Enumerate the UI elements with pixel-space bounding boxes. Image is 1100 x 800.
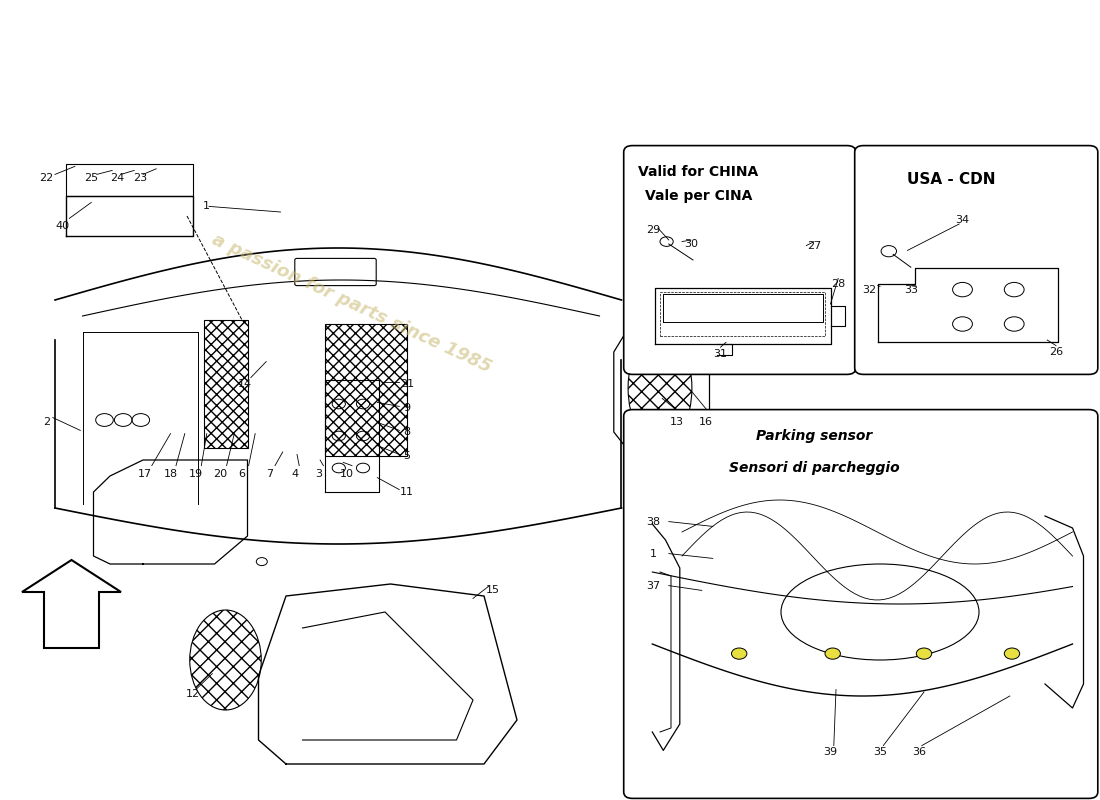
Text: 39: 39: [824, 747, 837, 757]
Polygon shape: [22, 560, 121, 648]
FancyBboxPatch shape: [855, 146, 1098, 374]
Text: 5: 5: [404, 451, 410, 461]
Text: 8: 8: [404, 427, 410, 437]
Text: Vale per CINA: Vale per CINA: [645, 189, 752, 203]
Text: 32: 32: [862, 285, 876, 294]
FancyBboxPatch shape: [624, 146, 856, 374]
Text: 4: 4: [292, 469, 298, 478]
Text: 19: 19: [189, 469, 202, 478]
Text: Parking sensor: Parking sensor: [756, 429, 872, 443]
Text: 18: 18: [164, 469, 177, 478]
Text: 11: 11: [400, 487, 414, 497]
Text: 29: 29: [647, 226, 660, 235]
Text: 17: 17: [139, 469, 152, 478]
Circle shape: [1004, 648, 1020, 659]
Text: 6: 6: [239, 469, 245, 478]
Text: 28: 28: [832, 279, 845, 289]
FancyBboxPatch shape: [624, 410, 1098, 798]
FancyBboxPatch shape: [295, 258, 376, 286]
Text: 36: 36: [913, 747, 926, 757]
Text: 30: 30: [684, 239, 697, 249]
Circle shape: [825, 648, 840, 659]
Text: 25: 25: [85, 173, 98, 182]
Text: 13: 13: [670, 418, 683, 427]
Text: 27: 27: [807, 242, 821, 251]
Text: 20: 20: [213, 469, 227, 478]
Text: 40: 40: [56, 221, 69, 230]
Text: 35: 35: [873, 747, 887, 757]
Text: 7: 7: [266, 469, 273, 478]
Text: 16: 16: [700, 418, 713, 427]
Text: USA - CDN: USA - CDN: [908, 173, 996, 187]
Text: 12: 12: [186, 690, 199, 699]
Text: 10: 10: [340, 469, 353, 478]
Text: 23: 23: [133, 173, 146, 182]
Circle shape: [916, 648, 932, 659]
Text: 9: 9: [404, 403, 410, 413]
Text: 1: 1: [204, 202, 210, 211]
Text: 31: 31: [714, 349, 727, 358]
Text: a passion for parts since 1985: a passion for parts since 1985: [209, 231, 495, 377]
Text: Sensori di parcheggio: Sensori di parcheggio: [728, 461, 900, 475]
Text: 3: 3: [316, 469, 322, 478]
Text: 15: 15: [486, 586, 499, 595]
Text: 26: 26: [1049, 347, 1063, 357]
Text: 34: 34: [956, 215, 969, 225]
Circle shape: [732, 648, 747, 659]
Text: 22: 22: [40, 173, 53, 182]
Text: 21: 21: [400, 379, 414, 389]
Text: Valid for CHINA: Valid for CHINA: [638, 165, 759, 179]
Text: 14: 14: [239, 379, 252, 389]
Text: 1: 1: [650, 549, 657, 558]
Text: 37: 37: [647, 581, 660, 590]
Text: 38: 38: [647, 517, 660, 526]
Text: 24: 24: [111, 173, 124, 182]
Text: 33: 33: [904, 285, 917, 294]
Text: 2: 2: [43, 418, 50, 427]
